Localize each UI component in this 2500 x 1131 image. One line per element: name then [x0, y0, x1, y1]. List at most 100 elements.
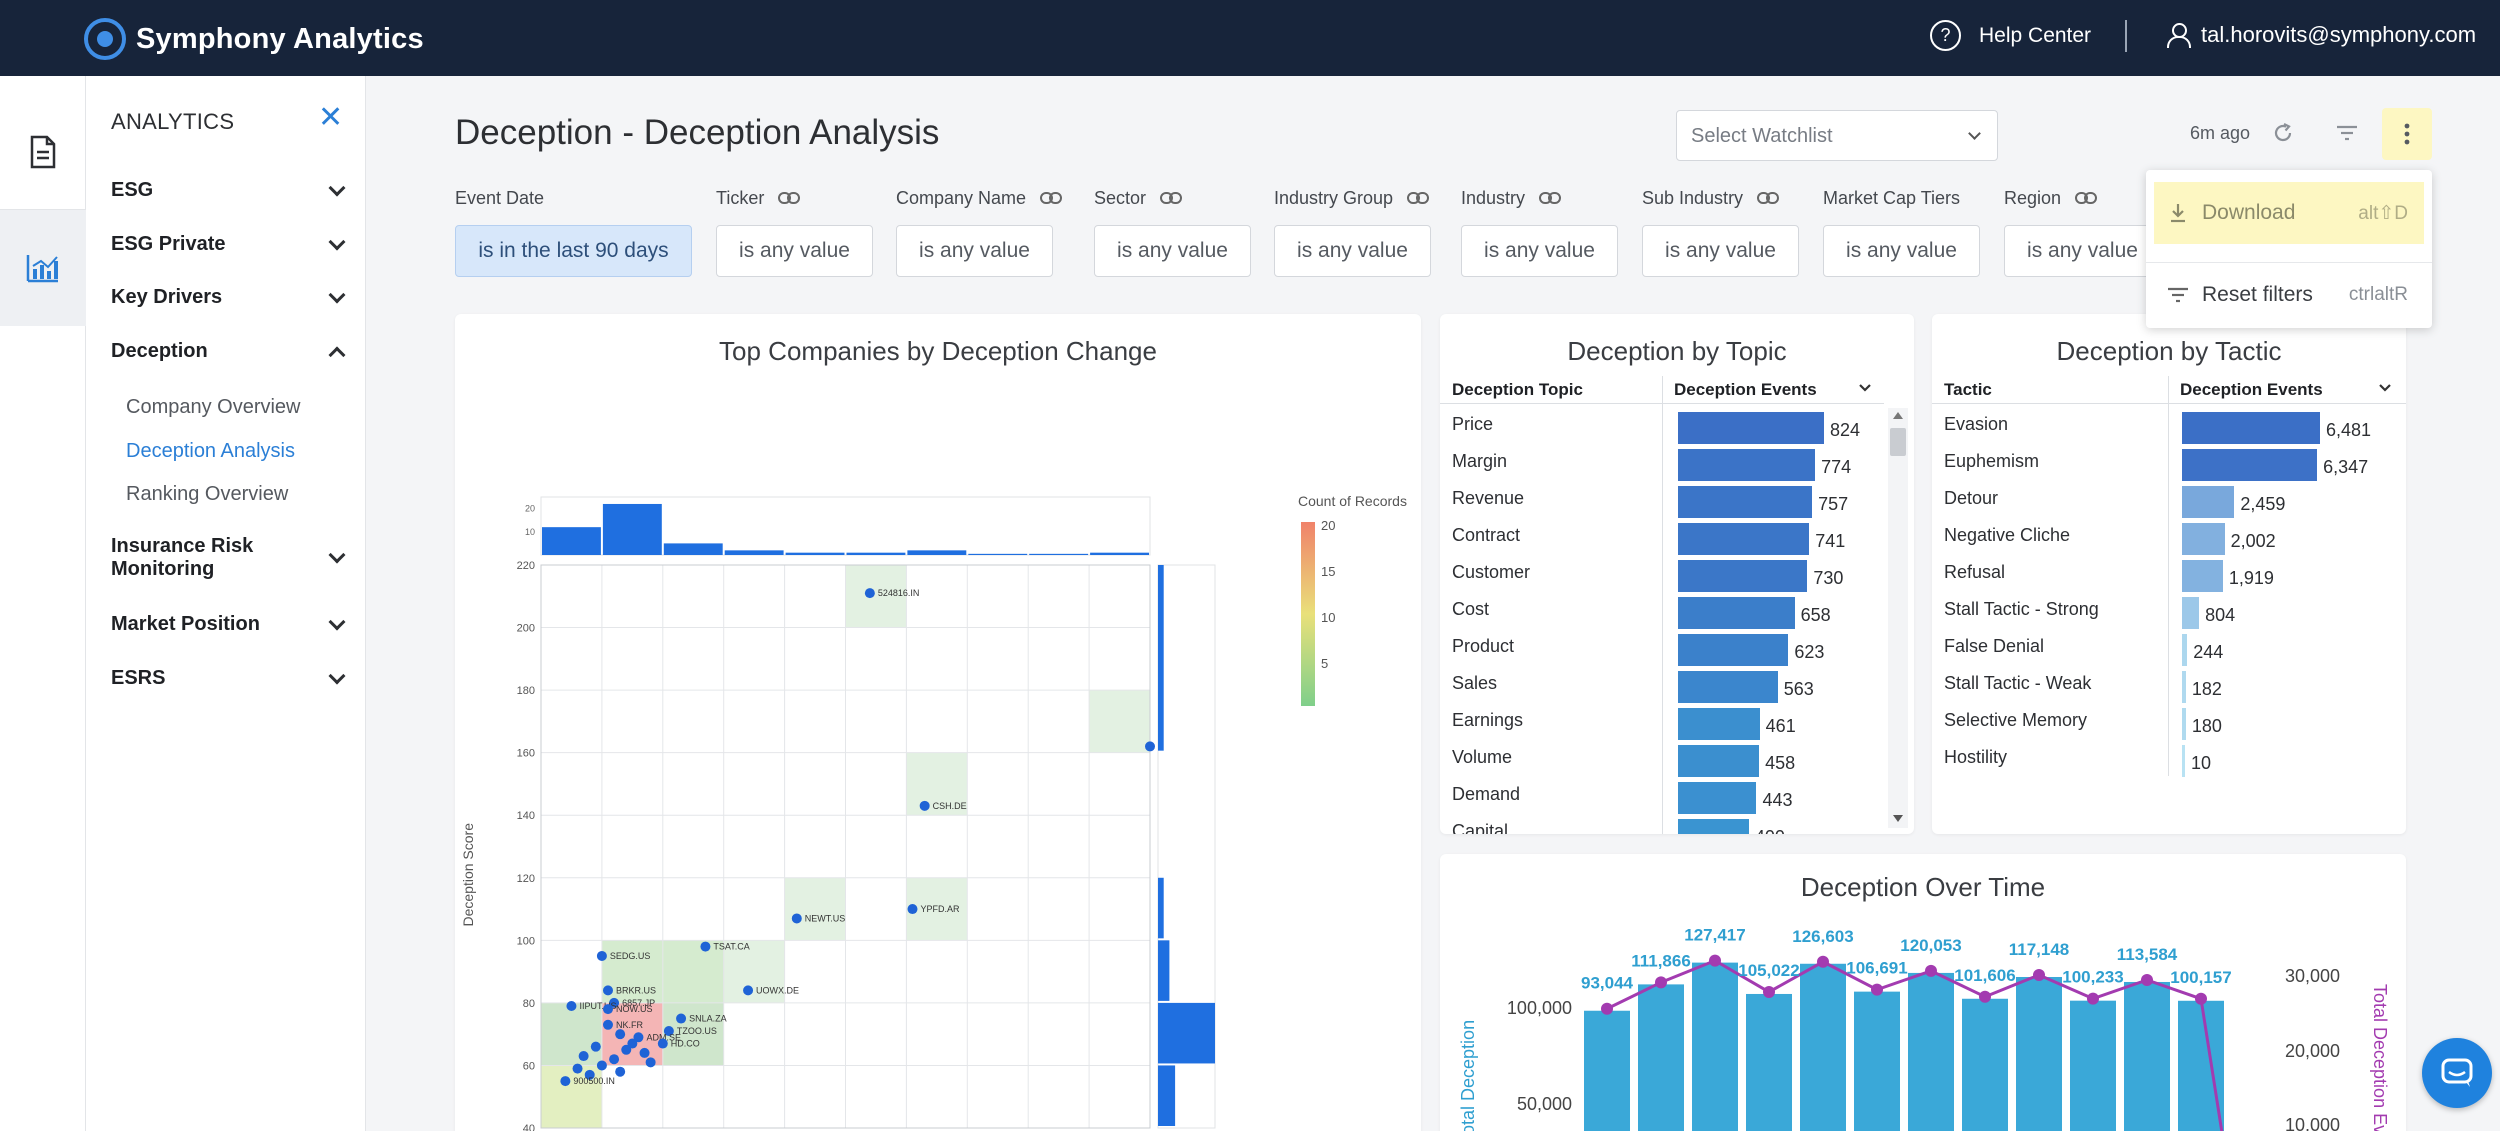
- table-row[interactable]: Price 824: [1440, 408, 1884, 445]
- nav-subitem-ranking-overview[interactable]: Ranking Overview: [126, 483, 289, 505]
- point-label: HD.CO: [671, 1039, 700, 1049]
- time-chart[interactable]: 93,044 111,866 127,417 105,022 126,603 106,69…: [1440, 854, 2406, 1131]
- table-bar: [2182, 449, 2318, 481]
- rail-documents-button[interactable]: [0, 94, 86, 210]
- point-label: 6857.JP: [622, 998, 655, 1008]
- table-row[interactable]: Negative Cliche 2,002: [1932, 519, 2406, 556]
- time-bar: [2178, 1000, 2224, 1131]
- nav-item-insurance-risk-monitoring[interactable]: Insurance Risk Monitoring: [111, 535, 351, 581]
- nav-item-esg-private[interactable]: ESG Private: [111, 233, 351, 256]
- table-row[interactable]: Volume 458: [1440, 741, 1884, 778]
- table-row[interactable]: Stall Tactic - Weak 182: [1932, 667, 2406, 704]
- chat-button[interactable]: [2422, 1038, 2492, 1108]
- table-row[interactable]: Evasion 6,481: [1932, 408, 2406, 445]
- menu-shortcut: alt⇧D: [2358, 202, 2408, 224]
- filter-value[interactable]: is any value: [896, 225, 1053, 277]
- table-row[interactable]: Customer 730: [1440, 556, 1884, 593]
- scrollbar[interactable]: [1888, 408, 1908, 828]
- table-row[interactable]: Margin 774: [1440, 445, 1884, 482]
- nav-subitem-company-overview[interactable]: Company Overview: [126, 396, 301, 418]
- filter-region: Region is any value: [2004, 186, 2161, 277]
- heatmap-cell: [662, 940, 724, 1003]
- more-options-button[interactable]: [2382, 108, 2432, 160]
- menu-item-reset-filters[interactable]: Reset filters ctrlaltR: [2154, 264, 2424, 326]
- column-header-topic[interactable]: Deception Topic: [1452, 380, 1583, 399]
- filter-value[interactable]: is any value: [1823, 225, 1980, 277]
- nav-item-deception[interactable]: Deception: [111, 340, 351, 363]
- table-row[interactable]: Earnings 461: [1440, 704, 1884, 741]
- watchlist-select[interactable]: Select Watchlist: [1676, 110, 1998, 161]
- filter-value[interactable]: is any value: [2004, 225, 2161, 277]
- scroll-down-icon[interactable]: [1893, 815, 1903, 822]
- nav-item-label: Insurance Risk Monitoring: [111, 535, 254, 580]
- filter-value[interactable]: is any value: [716, 225, 873, 277]
- help-center-link[interactable]: ? Help Center: [1930, 20, 2091, 51]
- row-value: 2,459: [2240, 494, 2286, 514]
- table-row[interactable]: Refusal 1,919: [1932, 556, 2406, 593]
- filter-icon[interactable]: [2330, 116, 2364, 150]
- brand[interactable]: Symphony Analytics: [84, 18, 424, 60]
- filter-value[interactable]: is any value: [1642, 225, 1799, 277]
- filter-value[interactable]: is in the last 90 days: [455, 225, 692, 277]
- table-row[interactable]: Stall Tactic - Strong 804: [1932, 593, 2406, 630]
- table-row[interactable]: Revenue 757: [1440, 482, 1884, 519]
- filter-label: Industry: [1461, 187, 1526, 208]
- row-label: Capital: [1452, 821, 1509, 834]
- link-icon[interactable]: [1040, 188, 1063, 209]
- link-icon[interactable]: [1757, 188, 1780, 209]
- table-row[interactable]: Hostility 10: [1932, 741, 2406, 778]
- trend-point: [1655, 976, 1667, 989]
- close-icon[interactable]: ✕: [318, 101, 344, 134]
- table-row[interactable]: Euphemism 6,347: [1932, 445, 2406, 482]
- menu-item-download[interactable]: Download alt⇧D: [2154, 182, 2424, 244]
- user-menu[interactable]: tal.horovits@symphony.com: [2165, 22, 2476, 48]
- column-header-tactic[interactable]: Tactic: [1944, 380, 1992, 399]
- link-icon[interactable]: [1160, 188, 1183, 209]
- column-header-events[interactable]: Deception Events: [2180, 380, 2323, 399]
- link-icon[interactable]: [1407, 188, 1430, 209]
- sort-chevron-icon[interactable]: [1858, 378, 1872, 398]
- column-header-events[interactable]: Deception Events: [1674, 380, 1817, 399]
- scroll-up-icon[interactable]: [1893, 412, 1903, 419]
- nav-item-key-drivers[interactable]: Key Drivers: [111, 286, 351, 309]
- filter-market-cap-tiers: Market Cap Tiers is any value: [1823, 186, 1980, 277]
- refresh-icon[interactable]: [2266, 116, 2300, 150]
- row-label: Negative Cliche: [1944, 525, 2071, 545]
- filter-value[interactable]: is any value: [1274, 225, 1431, 277]
- table-row[interactable]: Capital 400: [1440, 815, 1884, 834]
- table-row[interactable]: Product 623: [1440, 630, 1884, 667]
- nav-subitem-deception-analysis[interactable]: Deception Analysis: [126, 440, 295, 462]
- scatter-chart[interactable]: 5060708090100110120130140150406080100120…: [455, 314, 1421, 1131]
- link-icon[interactable]: [1539, 188, 1562, 209]
- row-label: Hostility: [1944, 747, 2008, 767]
- table-row[interactable]: Selective Memory 180: [1932, 704, 2406, 741]
- top-bar: Symphony Analytics ? Help Center tal.hor…: [0, 0, 2500, 76]
- table-row[interactable]: Sales 563: [1440, 667, 1884, 704]
- filter-event-date: Event Date is in the last 90 days: [455, 186, 692, 277]
- row-label: Stall Tactic - Strong: [1944, 599, 2099, 619]
- heatmap-cell: [541, 1002, 602, 1066]
- table-row[interactable]: Cost 658: [1440, 593, 1884, 630]
- filter-value[interactable]: is any value: [1094, 225, 1251, 277]
- table-row[interactable]: Contract 741: [1440, 519, 1884, 556]
- row-label: Selective Memory: [1944, 710, 2088, 730]
- filter-value[interactable]: is any value: [1461, 225, 1618, 277]
- link-icon[interactable]: [778, 188, 801, 209]
- table-row[interactable]: Detour 2,459: [1932, 482, 2406, 519]
- histogram-bar: [1158, 940, 1170, 1001]
- table-row[interactable]: Demand 443: [1440, 778, 1884, 815]
- scatter-point: [584, 1069, 595, 1080]
- table-row[interactable]: False Denial 244: [1932, 630, 2406, 667]
- menu-shortcut: ctrlaltR: [2348, 284, 2408, 305]
- y2-axis-label: Total Deception Ev: [2370, 984, 2390, 1131]
- nav-item-market-position[interactable]: Market Position: [111, 613, 351, 636]
- link-icon[interactable]: [2075, 188, 2098, 209]
- rail-analytics-button[interactable]: [0, 210, 86, 326]
- table-bar: [2182, 412, 2320, 444]
- scrollbar-thumb[interactable]: [1890, 428, 1906, 456]
- card-deception-by-topic: Deception by Topic Deception Topic Decep…: [1440, 314, 1914, 834]
- menu-item-label: Download: [2202, 201, 2296, 224]
- sort-chevron-icon[interactable]: [2378, 378, 2392, 398]
- nav-item-esrs[interactable]: ESRS: [111, 667, 351, 690]
- nav-item-esg[interactable]: ESG: [111, 179, 351, 202]
